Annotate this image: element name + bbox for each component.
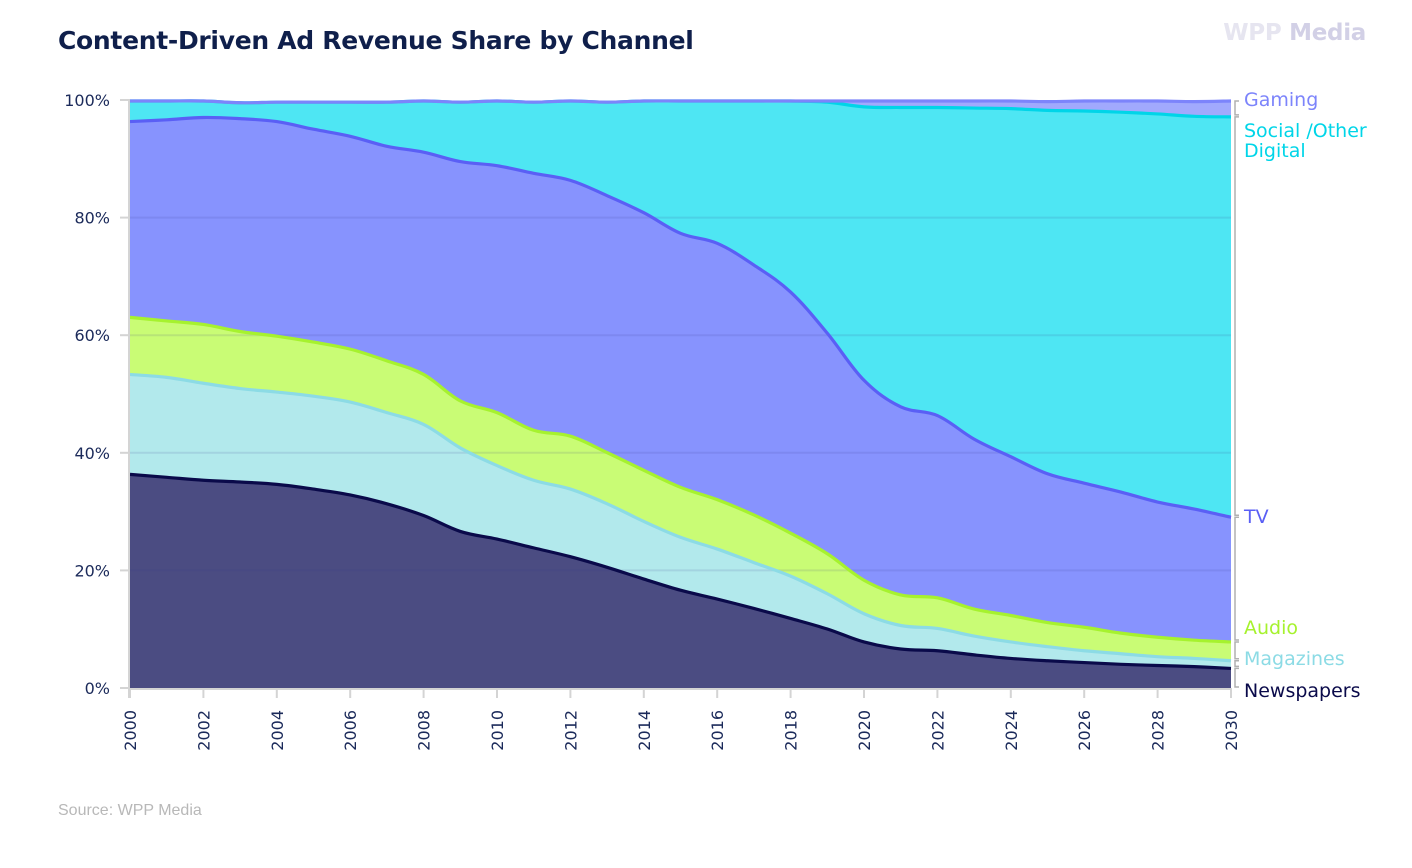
line-audio [129,315,1232,644]
line-magazines [129,372,1232,663]
boundary-lines [129,99,1232,671]
label-bracket [1234,667,1239,688]
series-label-line: Audio [1244,617,1298,639]
line-gaming [129,99,1232,105]
x-tick-label: 2012 [561,710,580,751]
gridlines [130,216,1231,572]
y-tick-label: 20% [74,561,110,580]
line-newspapers [129,472,1232,671]
x-tick-label: 2004 [268,710,287,751]
label-bracket [1234,116,1239,517]
y-tick-label: 0% [85,679,110,698]
x-tick-label: 2008 [415,710,434,751]
x-tick-label: 2010 [488,710,507,751]
axes: 0% 20% 40% 60% 80% 100% 2000 2002 2004 2006 2008 20… [64,91,1241,751]
series-label-line: Newspapers [1244,680,1361,702]
series-label-social-other-digital: Social /Other Digital [1244,120,1367,162]
series-label-magazines: Magazines [1244,648,1345,670]
label-bracket [1234,641,1239,660]
x-tick-label: 2020 [855,710,874,751]
label-bracket [1234,516,1239,641]
y-tick-label: 80% [74,209,110,228]
y-tick-label: 100% [64,91,110,110]
series-label-gaming: Gaming [1244,89,1318,111]
y-tick-label: 40% [74,444,110,463]
series-labels: Newspapers Magazines Audio TV Social /Other D… [1234,89,1367,702]
series-label-line: TV [1243,506,1269,528]
series-label-line: Digital [1244,140,1306,162]
x-tick-label: 2022 [928,710,947,751]
area-layers [130,99,1231,689]
x-tick-label: 2002 [194,710,213,751]
source-note: Source: WPP Media [58,802,202,819]
series-label-tv: TV [1243,506,1269,528]
label-bracket [1234,660,1239,668]
x-tick-label: 2018 [782,710,801,751]
line-tv [129,115,1232,519]
series-label-line: Magazines [1244,648,1345,670]
x-tick-label: 2024 [1002,710,1021,751]
series-label-newspapers: Newspapers [1244,680,1361,702]
y-tick-label: 60% [74,326,110,345]
x-tick-label: 2026 [1075,710,1094,751]
x-tick-label: 2028 [1149,710,1168,751]
area-newspapers [130,473,1231,688]
series-label-line: Social /Other [1244,120,1367,142]
series-label-audio: Audio [1244,617,1298,639]
x-tick-label: 2000 [121,710,140,751]
brand-logo-prefix: WPP [1223,20,1282,46]
x-tick-label: 2006 [341,710,360,751]
x-tick-label: 2016 [708,710,727,751]
label-bracket [1234,100,1239,116]
chart-title: Content-Driven Ad Revenue Share by Chann… [58,26,694,55]
x-tick-label: 2030 [1222,710,1241,751]
brand-logo-suffix: Media [1289,20,1366,46]
brand-logo: WPP Media [1223,20,1366,46]
series-label-line: Gaming [1244,89,1318,111]
x-tick-label: 2014 [635,710,654,751]
